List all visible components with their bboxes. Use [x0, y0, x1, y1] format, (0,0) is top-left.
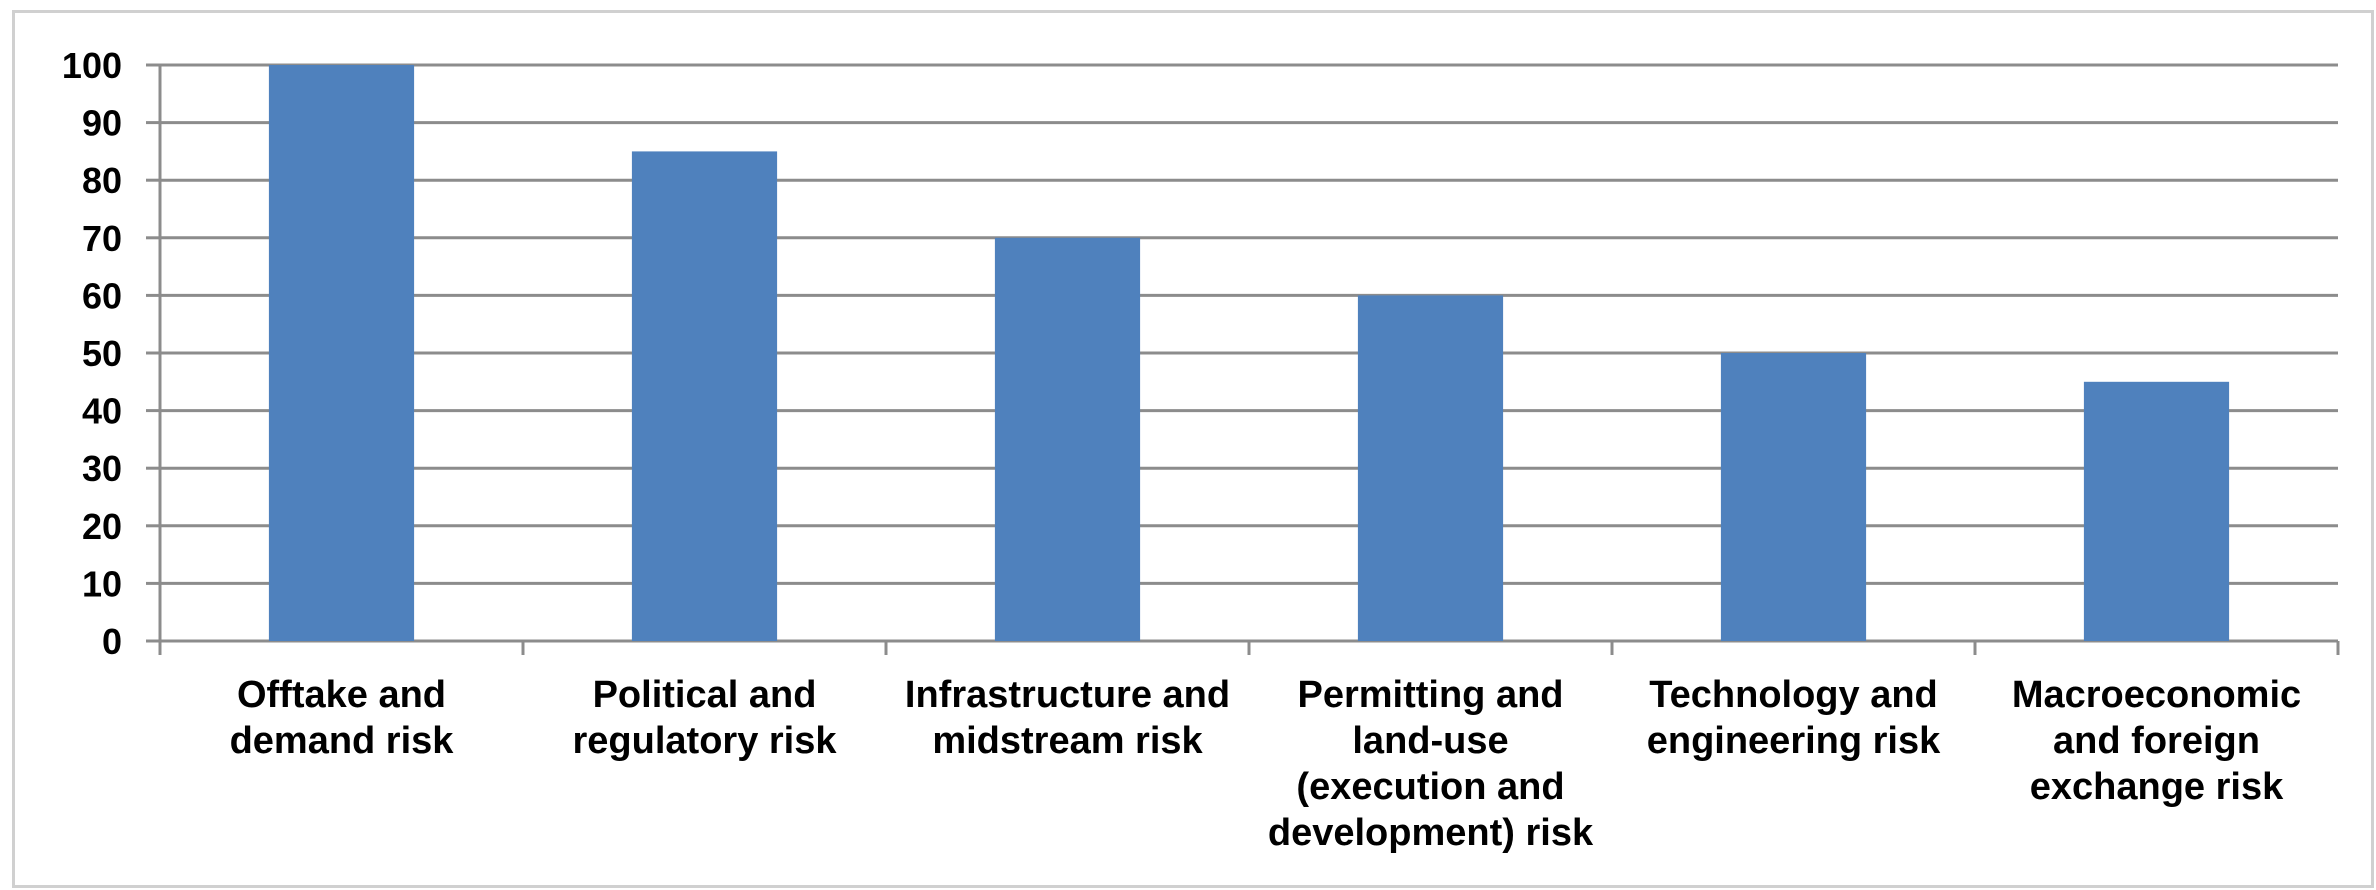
axes [146, 63, 2340, 655]
x-category-label-line: Technology and [1649, 674, 1938, 716]
x-category-label-line: engineering risk [1647, 720, 1941, 762]
x-category-label-line: midstream risk [932, 720, 1203, 762]
bar [994, 237, 1141, 642]
x-category-label-line: Infrastructure and [905, 674, 1230, 716]
y-tick-label: 70 [82, 218, 122, 259]
bars [268, 65, 2230, 642]
y-tick-label: 60 [82, 275, 122, 316]
y-tick-labels: 0 10 20 30 40 50 60 70 80 90 100 [62, 45, 122, 662]
y-tick-label: 0 [102, 621, 122, 662]
y-tick-label: 90 [82, 103, 122, 144]
y-tick-label: 100 [62, 45, 122, 86]
bar [2083, 381, 2230, 641]
x-category-label-line: demand risk [230, 720, 455, 762]
x-category-label-line: land-use [1352, 720, 1508, 762]
bar [1357, 295, 1504, 641]
x-category-label-line: Permitting and [1297, 674, 1563, 716]
x-category-label-line: Political and [593, 674, 817, 716]
y-tick-label: 80 [82, 160, 122, 201]
bar [631, 151, 778, 641]
x-category-label-line: and foreign [2053, 720, 2260, 762]
bar [1720, 353, 1867, 641]
x-category-label-line: Offtake and [237, 674, 446, 716]
x-category-label-line: Macroeconomic [2012, 674, 2301, 716]
y-tick-label: 50 [82, 333, 122, 374]
x-category-label-line: regulatory risk [573, 720, 838, 762]
bar [268, 65, 415, 641]
chart-frame [12, 10, 2374, 888]
x-category-label-line: development) risk [1268, 812, 1594, 854]
y-tick-label: 30 [82, 448, 122, 489]
gridlines [160, 63, 2338, 585]
x-category-label-line: (execution and [1296, 766, 1564, 808]
x-category-label-line: exchange risk [2030, 766, 2284, 808]
y-tick-label: 40 [82, 391, 122, 432]
y-tick-label: 20 [82, 506, 122, 547]
y-tick-label: 10 [82, 563, 122, 604]
